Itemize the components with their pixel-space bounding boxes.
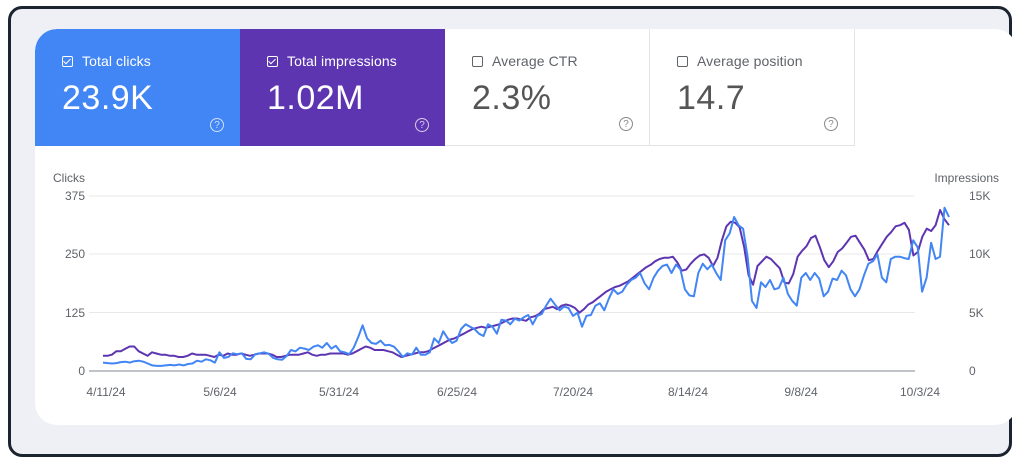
svg-text:9/8/24: 9/8/24 [784,385,818,399]
gridlines [89,195,915,372]
right-axis-ticks: 0 5K 10K 15K [969,189,990,378]
tile-label: Average CTR [492,53,578,69]
performance-chart: Clicks Impressions 0 125 250 375 0 5K 10… [53,171,999,399]
checkbox-checked-icon[interactable] [267,55,278,67]
svg-text:0: 0 [78,364,85,378]
checkbox-unchecked-icon[interactable] [677,55,688,67]
svg-text:375: 375 [65,189,85,203]
svg-text:6/25/24: 6/25/24 [437,385,477,399]
tile-value: 1.02M [267,79,364,117]
tile-label: Total impressions [287,53,397,69]
tile-label: Average position [697,53,803,69]
impressions-line [103,209,950,358]
right-axis-label: Impressions [934,171,999,185]
svg-text:0: 0 [969,364,976,378]
tile-value: 23.9K [62,79,154,117]
checkbox-checked-icon[interactable] [62,55,73,67]
svg-text:5K: 5K [969,306,984,320]
svg-text:5/6/24: 5/6/24 [203,385,237,399]
svg-text:5/31/24: 5/31/24 [319,385,359,399]
tile-average-ctr[interactable]: Average CTR 2.3% ? [445,29,650,146]
help-icon[interactable]: ? [415,118,429,132]
tile-value: 14.7 [677,79,746,117]
tile-total-impressions[interactable]: Total impressions 1.02M ? [240,29,445,146]
tile-value: 2.3% [472,79,552,117]
clicks-line [102,206,950,367]
performance-card: Clicks Impressions 0 125 250 375 0 5K 10… [35,29,1017,425]
metric-tiles: Total clicks 23.9K ? Total impressions 1… [35,29,855,146]
svg-text:250: 250 [65,247,85,261]
screenshot-frame: Clicks Impressions 0 125 250 375 0 5K 10… [8,6,1017,457]
tile-total-clicks[interactable]: Total clicks 23.9K ? [35,29,240,146]
tile-label: Total clicks [82,53,151,69]
tile-average-position[interactable]: Average position 14.7 ? [650,29,855,146]
svg-text:10K: 10K [969,247,990,261]
left-axis-ticks: 0 125 250 375 [65,189,85,378]
svg-text:10/3/24: 10/3/24 [900,385,940,399]
svg-text:125: 125 [65,306,85,320]
svg-text:7/20/24: 7/20/24 [553,385,593,399]
help-icon[interactable]: ? [619,117,633,131]
svg-text:15K: 15K [969,189,990,203]
help-icon[interactable]: ? [210,118,224,132]
checkbox-unchecked-icon[interactable] [472,55,483,67]
x-axis-ticks: 4/11/24 5/6/24 5/31/24 6/25/24 7/20/24 8… [86,385,940,399]
help-icon[interactable]: ? [824,117,838,131]
svg-text:8/14/24: 8/14/24 [668,385,708,399]
svg-text:4/11/24: 4/11/24 [86,385,125,399]
left-axis-label: Clicks [53,171,85,185]
